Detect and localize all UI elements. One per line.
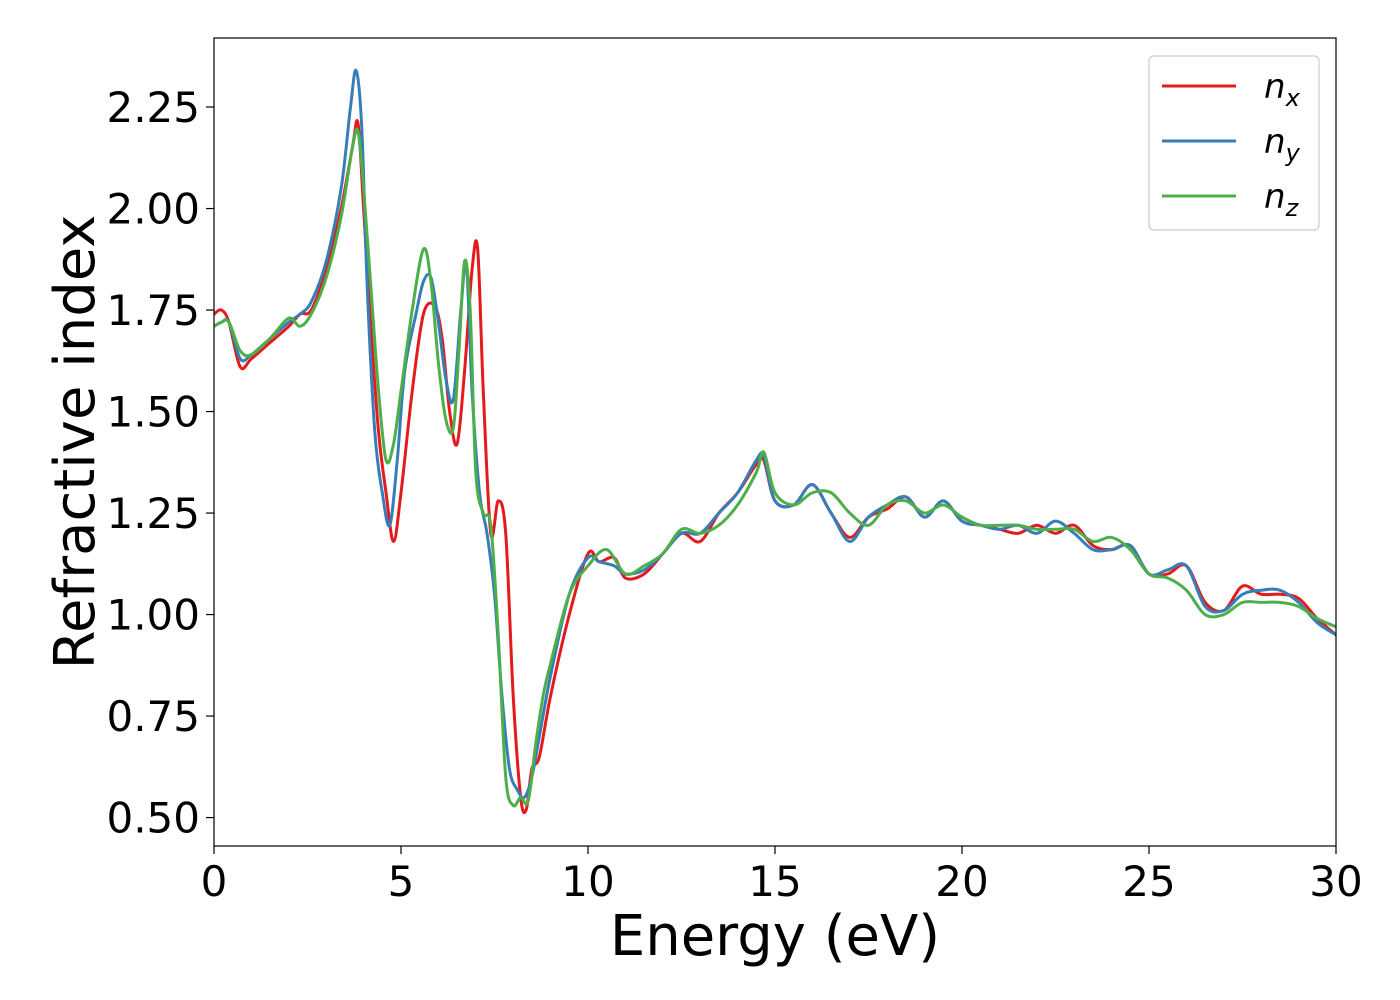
- series-layer: [214, 68, 1336, 815]
- legend-box: [1148, 55, 1320, 231]
- legend-label-x: nx: [1264, 67, 1301, 112]
- x-tick-label: 30: [1309, 857, 1362, 906]
- y-axis-title: Refractive index: [43, 215, 108, 670]
- y-tick-label: 1.00: [106, 591, 200, 640]
- legend: nx ny nz: [1148, 55, 1320, 231]
- x-tick-label: 15: [748, 857, 801, 906]
- y-axis-ticks: 0.50 0.75 1.00 1.25 1.50 1.75 2.00 2.25: [106, 83, 214, 843]
- series-line-z: [214, 127, 1336, 808]
- y-tick-label: 1.75: [106, 286, 200, 335]
- x-tick-label: 20: [935, 857, 988, 906]
- x-axis-ticks: 0 5 10 15 20 25 30: [201, 846, 1363, 906]
- legend-label-y: ny: [1264, 122, 1301, 167]
- y-tick-label: 2.00: [106, 185, 200, 234]
- y-tick-label: 1.50: [106, 388, 200, 437]
- x-tick-label: 5: [388, 857, 415, 906]
- x-tick-label: 10: [561, 857, 614, 906]
- x-tick-label: 0: [201, 857, 228, 906]
- y-tick-label: 0.75: [106, 692, 200, 741]
- y-tick-label: 1.25: [106, 489, 200, 538]
- legend-label-z: nz: [1264, 177, 1300, 222]
- x-axis-title: Energy (eV): [610, 904, 940, 969]
- x-tick-label: 25: [1122, 857, 1175, 906]
- y-tick-label: 0.50: [106, 794, 200, 843]
- y-tick-label: 2.25: [106, 83, 200, 132]
